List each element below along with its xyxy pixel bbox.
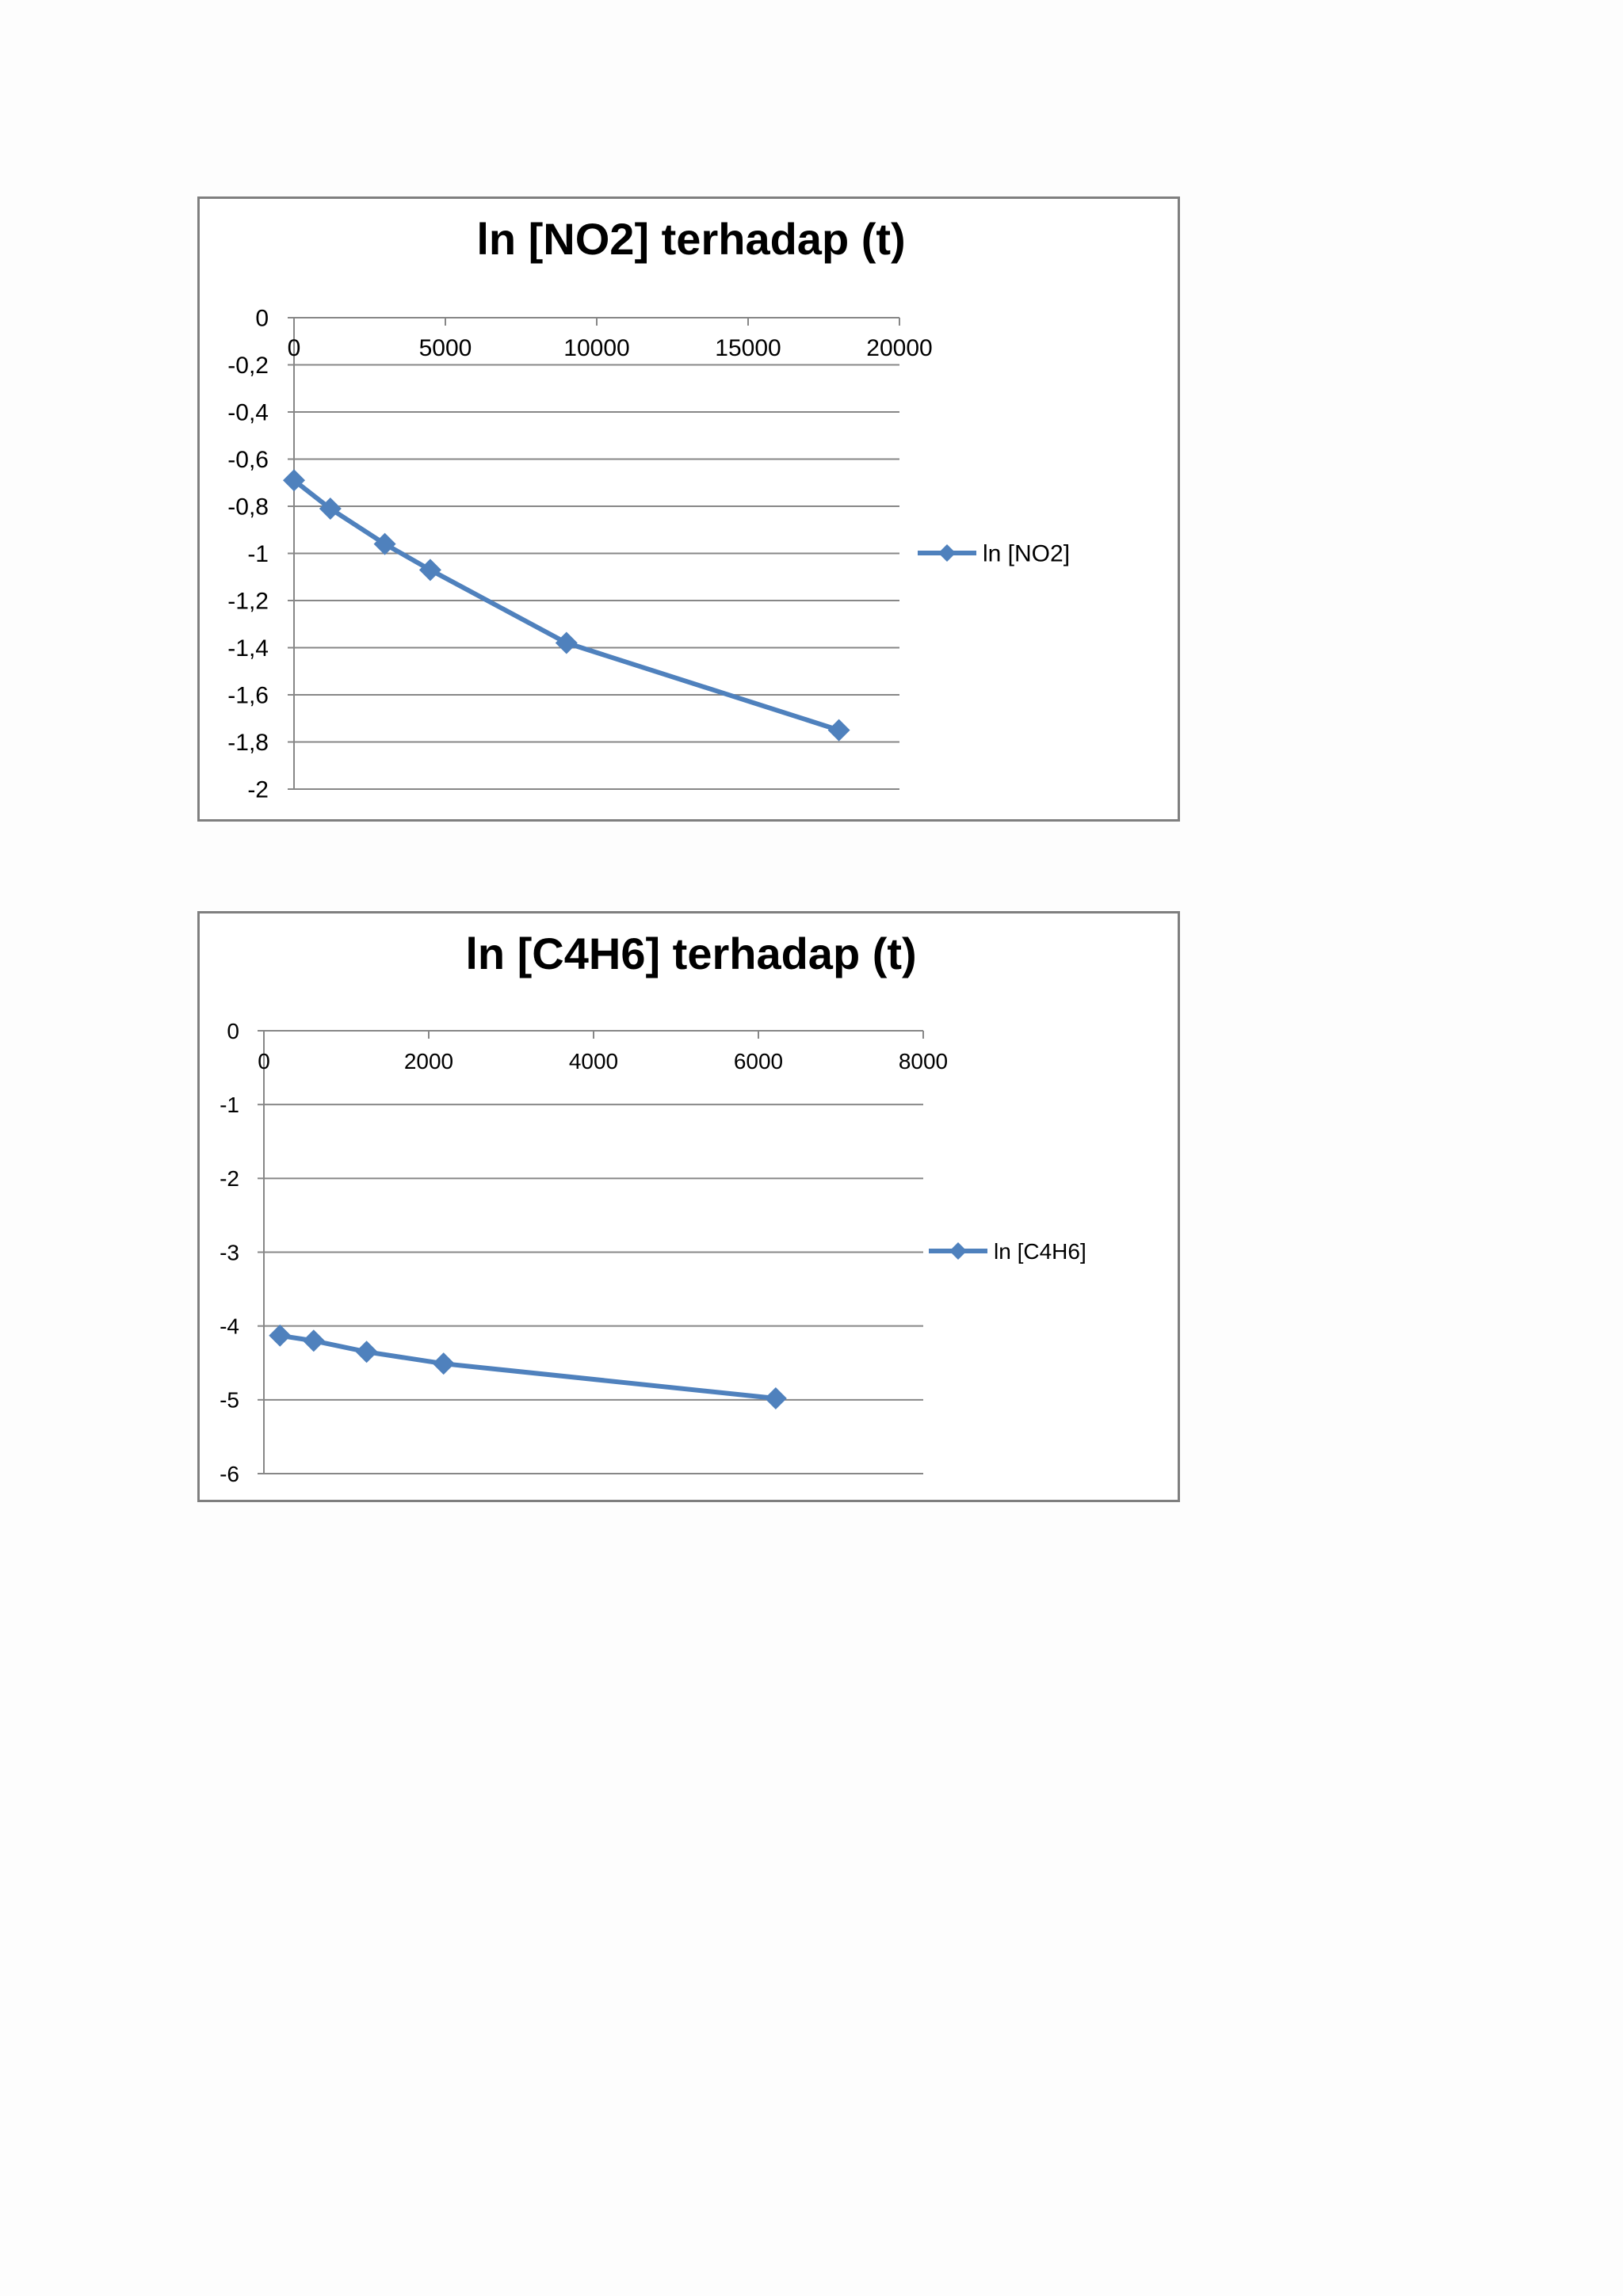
- chart-title: ln [C4H6] terhadap (t): [465, 929, 916, 978]
- x-tick-label: 0: [258, 1049, 270, 1074]
- chart-c4h6: ln [C4H6] terhadap (t) 0 -1 -2 -3 -4 -5 -6 0 2000…: [197, 911, 1180, 1502]
- data-point: [432, 1352, 455, 1375]
- y-tick-label: -6: [220, 1462, 239, 1486]
- chart-title: ln [NO2] terhadap (t): [476, 214, 905, 264]
- data-point: [373, 532, 396, 555]
- y-tick-label: -0,6: [227, 447, 269, 473]
- series-line: [279, 1333, 777, 1401]
- y-tick-label: -0,4: [227, 400, 269, 426]
- data-point: [302, 1329, 325, 1352]
- y-tick-label: -1,6: [227, 683, 269, 709]
- x-tick-label: 8000: [899, 1049, 948, 1074]
- y-tick-label: -4: [220, 1314, 239, 1338]
- y-tick-label: -2: [247, 777, 269, 803]
- y-tick-label: -0,8: [227, 494, 269, 521]
- y-tick-label: -1,4: [227, 635, 269, 662]
- x-tick-label: 15000: [715, 335, 781, 361]
- data-point: [269, 1324, 292, 1347]
- y-tick-label: -1,8: [227, 730, 269, 756]
- y-tick-label: -1: [220, 1093, 239, 1117]
- y-tick-label: -1,2: [227, 589, 269, 615]
- data-point: [827, 719, 850, 742]
- legend-marker: [938, 544, 956, 562]
- x-tick-label: 4000: [569, 1049, 618, 1074]
- data-point: [418, 559, 441, 582]
- y-tick-label: -3: [220, 1240, 239, 1264]
- legend-marker: [949, 1242, 967, 1260]
- y-tick-label: -5: [220, 1388, 239, 1413]
- data-point: [555, 631, 578, 654]
- x-tick-label: 6000: [734, 1049, 783, 1074]
- data-point: [355, 1341, 378, 1363]
- data-point: [764, 1386, 787, 1409]
- chart-no2-svg: ln [NO2] terhadap (t) 0 -0,2 -0,4 -0,6 -0,8 -1…: [227, 214, 1070, 803]
- y-tick-label: 0: [227, 1019, 239, 1043]
- legend-label: ln [NO2]: [983, 541, 1070, 567]
- x-tick-label: 5000: [419, 335, 472, 361]
- series-line: [292, 478, 840, 733]
- x-tick-label: 2000: [404, 1049, 453, 1074]
- y-tick-label: -2: [220, 1166, 239, 1191]
- y-tick-label: -0,2: [227, 353, 269, 379]
- x-tick-label: 20000: [866, 335, 932, 361]
- chart-no2: ln [NO2] terhadap (t) 0 -0,2 -0,4 -0,6 -0,8 -1…: [197, 196, 1180, 822]
- chart-c4h6-svg: ln [C4H6] terhadap (t) 0 -1 -2 -3 -4 -5 -6 0 2000…: [220, 929, 1086, 1486]
- y-tick-label: 0: [255, 306, 269, 332]
- x-tick-label: 0: [288, 335, 301, 361]
- x-tick-label: 10000: [563, 335, 629, 361]
- data-point: [319, 497, 342, 520]
- data-point: [283, 469, 305, 492]
- legend-label: ln [C4H6]: [994, 1239, 1086, 1264]
- y-tick-label: -1: [247, 541, 269, 567]
